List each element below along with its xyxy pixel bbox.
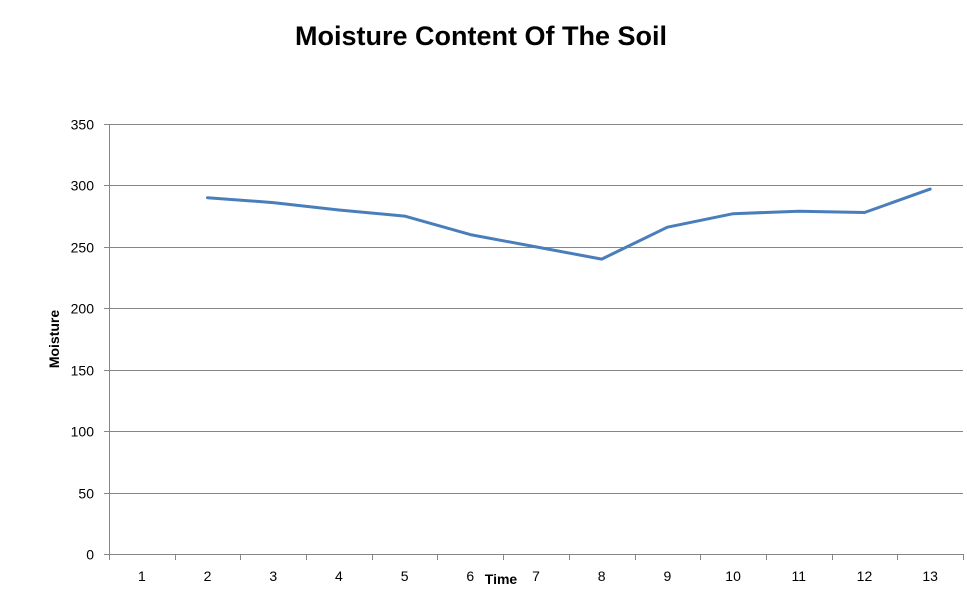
y-tick-label: 100: [71, 424, 95, 440]
y-tick-label: 0: [86, 547, 94, 563]
x-tick-label: 10: [725, 568, 741, 584]
x-tick-label: 5: [401, 568, 409, 584]
x-tick-labels: 1 2 3 4 5 6 7 8 9 10 11 12 13: [138, 568, 938, 584]
x-tick-label: 8: [598, 568, 606, 584]
axes: [109, 124, 964, 560]
y-axis-title: Moisture: [46, 310, 62, 369]
y-tick-label: 250: [71, 240, 95, 256]
chart-title: Moisture Content Of The Soil: [295, 21, 667, 51]
gridlines: [104, 124, 963, 555]
y-tick-label: 300: [71, 178, 95, 194]
x-tick-label: 12: [857, 568, 873, 584]
y-tick-label: 200: [71, 301, 95, 317]
y-tick-label: 50: [78, 486, 94, 502]
x-tick-label: 13: [922, 568, 938, 584]
x-tick-label: 11: [791, 568, 806, 584]
y-tick-label: 150: [71, 363, 95, 379]
x-tick-label: 1: [138, 568, 146, 584]
x-tick-label: 9: [663, 568, 671, 584]
x-tick-label: 2: [204, 568, 212, 584]
series-line-0: [206, 187, 932, 261]
y-tick-labels: 0 50 100 150 200 250 300 350: [71, 117, 95, 563]
y-tick-label: 350: [71, 117, 95, 133]
x-axis-title: Time: [485, 571, 518, 587]
x-tick-label: 3: [269, 568, 277, 584]
x-tick-label: 6: [466, 568, 474, 584]
x-tick-label: 4: [335, 568, 343, 584]
series-layer: [206, 187, 932, 261]
x-tick-label: 7: [532, 568, 540, 584]
